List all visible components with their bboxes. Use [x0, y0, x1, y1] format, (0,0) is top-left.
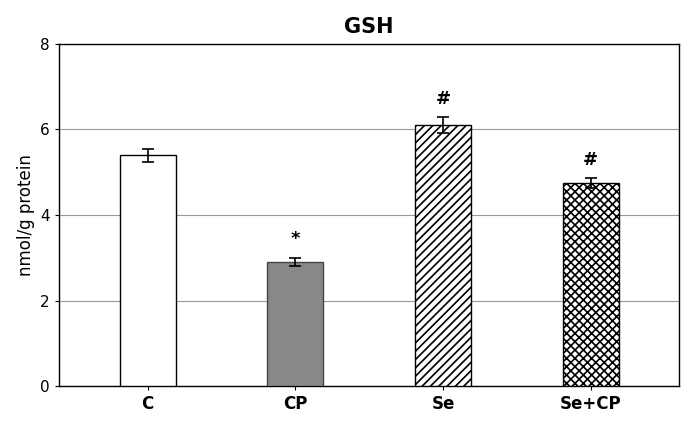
Bar — [120, 155, 175, 386]
Text: *: * — [290, 230, 300, 249]
Bar — [415, 125, 471, 386]
Bar — [267, 262, 324, 386]
Y-axis label: nmol/g protein: nmol/g protein — [17, 154, 35, 276]
Text: #: # — [583, 151, 599, 169]
Text: #: # — [436, 90, 450, 108]
Bar — [562, 183, 619, 386]
Title: GSH: GSH — [345, 17, 394, 37]
